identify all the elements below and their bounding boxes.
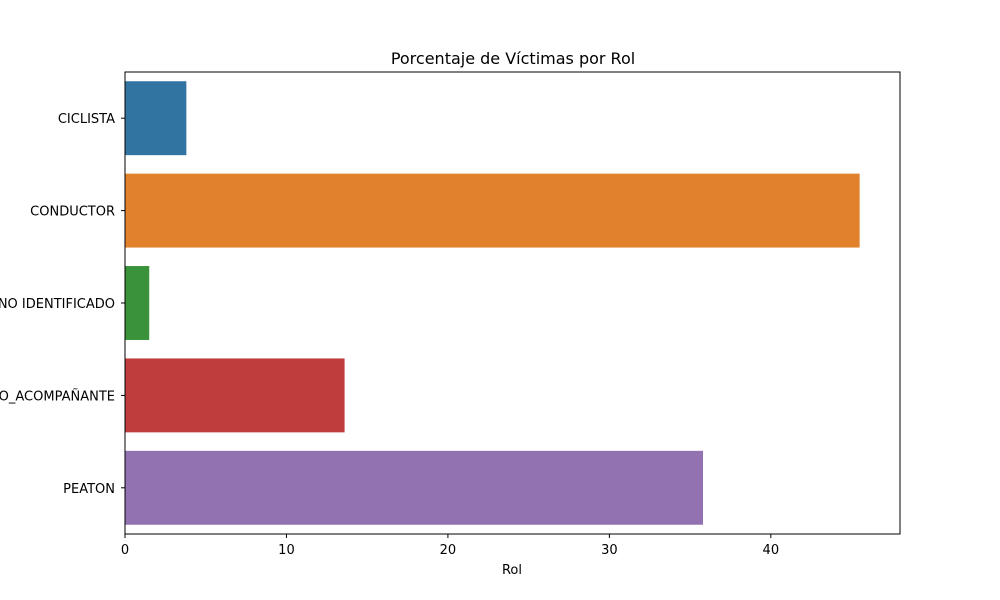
bar-conductor: [125, 173, 860, 248]
x-tick-label: 40: [763, 543, 780, 558]
y-tick-label-conductor: CONDUCTOR: [30, 205, 115, 220]
y-tick-label-no-identificado: NO IDENTIFICADO: [0, 297, 115, 312]
x-tick-label: 20: [440, 543, 457, 558]
y-tick-label-ciclista: CICLISTA: [58, 112, 115, 127]
bar-ciclista: [125, 81, 187, 156]
bar-no-identificado: [125, 266, 150, 340]
y-tick-label-pasajero-acompa-ante: PASAJERO_ACOMPAÑANTE: [0, 388, 115, 404]
x-tick-label: 10: [278, 543, 295, 558]
y-tick-label-peaton: PEATON: [63, 482, 115, 497]
x-tick-labels: 0 10 20 30 40: [121, 534, 779, 558]
y-tick-labels: CICLISTA CONDUCTOR NO IDENTIFICADO PASAJERO…: [0, 112, 125, 497]
x-axis-label: Rol: [502, 563, 522, 578]
plot-area-frame: [124, 71, 901, 535]
bar-peaton: [125, 450, 704, 525]
chart-title: Porcentaje de Víctimas por Rol: [391, 49, 635, 68]
x-tick-label: 30: [601, 543, 618, 558]
x-tick-label: 0: [121, 543, 129, 558]
bar-pasajero-acompa-ante: [125, 358, 345, 433]
bars-group: [125, 81, 860, 525]
